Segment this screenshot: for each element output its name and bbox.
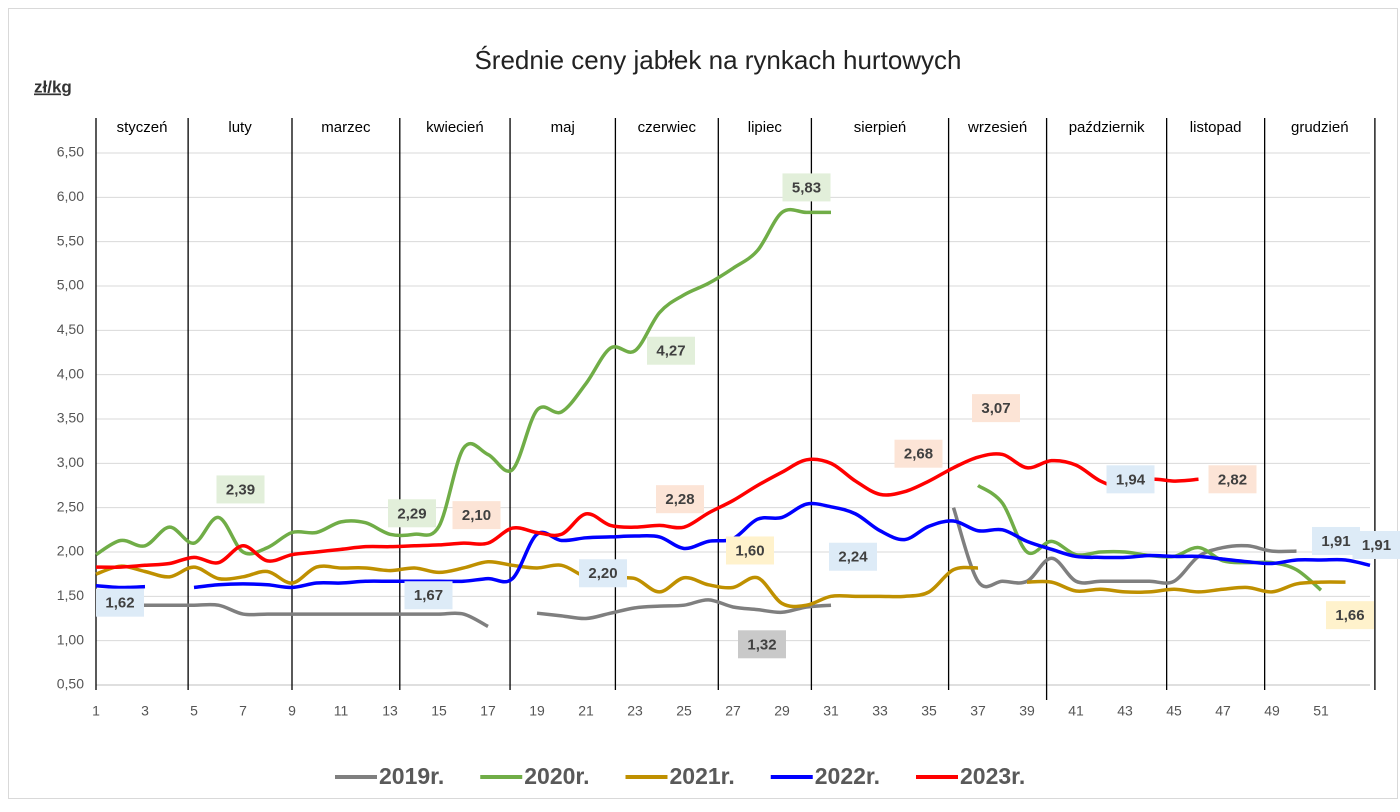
x-tick-label: 5 [190, 703, 198, 719]
y-tick-label: 0,50 [57, 676, 84, 692]
chart-title: Średnie ceny jabłek na rynkach hurtowych [474, 45, 961, 75]
month-label: listopad [1190, 119, 1242, 136]
data-label: 1,60 [735, 542, 764, 559]
x-tick-label: 3 [141, 703, 149, 719]
x-tick-label: 29 [774, 703, 790, 719]
series-line [96, 586, 145, 588]
month-label: styczeń [117, 119, 168, 136]
data-label: 2,82 [1218, 471, 1247, 488]
y-tick-label: 2,00 [57, 543, 84, 559]
legend-label: 2022r. [815, 763, 880, 789]
data-label: 1,91 [1362, 537, 1391, 554]
data-label: 1,62 [105, 595, 134, 612]
x-tick-label: 7 [239, 703, 247, 719]
month-label: lipiec [748, 119, 783, 136]
x-tick-label: 17 [480, 703, 496, 719]
x-tick-label: 31 [823, 703, 839, 719]
y-tick-label: 3,00 [57, 454, 84, 470]
x-tick-label: 15 [431, 703, 447, 719]
x-tick-label: 33 [872, 703, 888, 719]
x-tick-label: 49 [1264, 703, 1280, 719]
data-label: 2,20 [588, 565, 617, 582]
month-label: październik [1069, 119, 1145, 136]
data-label: 4,27 [656, 343, 685, 360]
x-tick-label: 35 [921, 703, 937, 719]
y-tick-label: 1,50 [57, 587, 84, 603]
y-tick-label: 4,00 [57, 365, 84, 381]
data-label: 2,39 [226, 481, 255, 498]
data-label: 1,94 [1116, 471, 1146, 488]
x-tick-label: 19 [529, 703, 545, 719]
y-tick-label: 4,50 [57, 321, 84, 337]
x-tick-label: 43 [1117, 703, 1133, 719]
month-label: wrzesień [967, 119, 1027, 136]
y-tick-label: 6,50 [57, 144, 84, 160]
x-tick-label: 9 [288, 703, 296, 719]
month-label: grudzień [1291, 119, 1349, 136]
data-label: 3,07 [981, 400, 1010, 417]
month-label: kwiecień [426, 119, 484, 136]
legend-label: 2023r. [960, 763, 1025, 789]
x-tick-label: 11 [334, 703, 349, 719]
legend-label: 2021r. [670, 763, 735, 789]
x-tick-label: 23 [627, 703, 643, 719]
data-label: 2,68 [904, 446, 933, 463]
x-tick-label: 47 [1215, 703, 1231, 719]
data-label: 2,10 [462, 507, 491, 524]
x-tick-label: 21 [578, 703, 594, 719]
y-tick-label: 1,00 [57, 631, 84, 647]
data-label: 5,83 [792, 179, 821, 196]
y-tick-label: 3,50 [57, 410, 84, 426]
x-tick-label: 13 [382, 703, 398, 719]
x-tick-label: 45 [1166, 703, 1182, 719]
data-label: 2,24 [838, 549, 868, 566]
legend-label: 2019r. [379, 763, 444, 789]
y-axis-label: zł/kg [34, 77, 72, 96]
month-label: marzec [321, 119, 371, 136]
legend-label: 2020r. [524, 763, 589, 789]
month-label: sierpień [854, 119, 907, 136]
y-tick-label: 6,00 [57, 188, 84, 204]
month-label: czerwiec [638, 119, 697, 136]
data-label: 2,29 [397, 505, 426, 522]
data-label: 1,91 [1321, 533, 1350, 550]
data-label: 1,32 [747, 636, 776, 653]
x-tick-label: 27 [725, 703, 741, 719]
y-tick-label: 5,00 [57, 277, 84, 293]
x-tick-label: 51 [1313, 703, 1329, 719]
data-label: 2,28 [665, 491, 694, 508]
data-label: 1,66 [1335, 607, 1364, 624]
x-tick-label: 1 [92, 703, 100, 719]
month-label: maj [551, 119, 575, 136]
y-tick-label: 5,50 [57, 232, 84, 248]
x-tick-label: 41 [1068, 703, 1084, 719]
x-tick-label: 37 [970, 703, 986, 719]
month-label: luty [228, 119, 252, 136]
y-tick-label: 2,50 [57, 498, 84, 514]
x-tick-label: 25 [676, 703, 692, 719]
x-tick-label: 39 [1019, 703, 1035, 719]
data-label: 1,67 [414, 587, 443, 604]
